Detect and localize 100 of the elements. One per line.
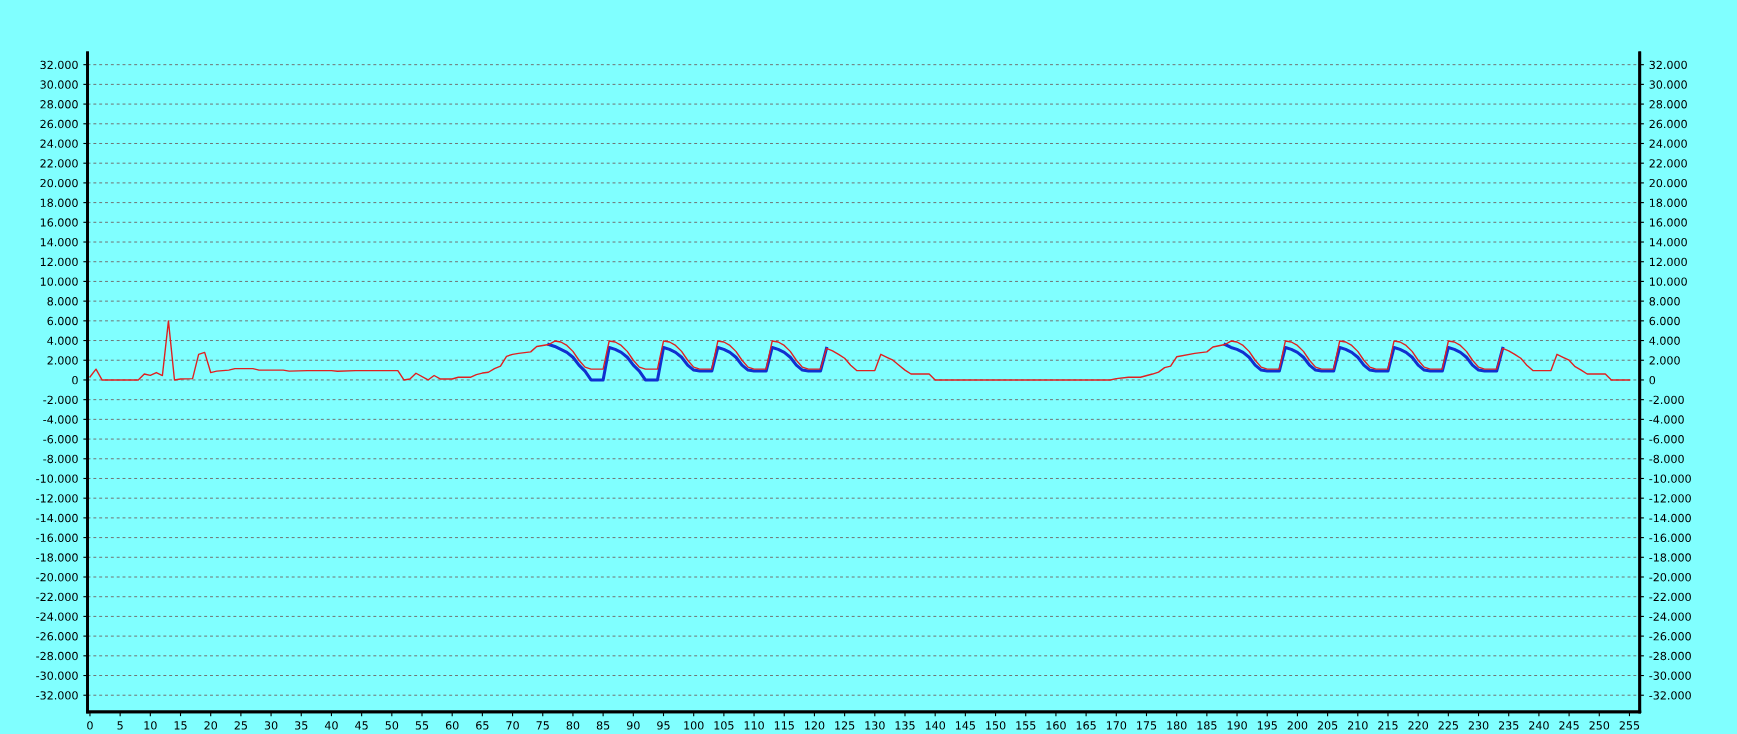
x-tick-label: 195 [1257,721,1277,730]
y-tick-label: -16.000 [36,533,78,542]
y-tick-label: -20.000 [36,572,78,582]
x-tick-label: 80 [566,721,580,730]
y2-tick-label: -20.000 [1649,572,1691,582]
x-tick-label: 105 [714,721,734,730]
x-tick-label: 125 [835,721,855,730]
y-tick-label: 14.000 [40,237,78,247]
y-tick-label: -6.000 [43,435,78,444]
x-tick-label: 180 [1167,721,1187,730]
x-tick-label: 45 [355,721,368,730]
y-tick-label: -24.000 [36,612,78,621]
x-tick-label: 60 [445,721,459,730]
y-tick-label: 4.000 [47,336,78,345]
y2-tick-label: -22.000 [1649,592,1691,602]
x-tick-label: 220 [1408,721,1429,730]
y2-tick-label: -32.000 [1649,691,1691,700]
x-tick-label: 190 [1227,721,1247,730]
y-tick-label: -22.000 [36,592,78,602]
x-tick-label: 130 [865,721,885,730]
y-tick-label: 20.000 [40,178,78,188]
x-tick-label: 115 [774,721,794,730]
y2-tick-label: -2.000 [1649,395,1684,405]
y-tick-label: -18.000 [36,553,78,562]
x-tick-label: 225 [1438,721,1458,730]
y-tick-label: 8.000 [47,297,78,306]
y2-tick-label: 18.000 [1649,198,1687,207]
x-tick-label: 10 [144,721,157,730]
y-tick-label: 32.000 [40,60,78,70]
y2-tick-label: -24.000 [1649,612,1691,621]
x-tick-label: 160 [1046,721,1066,730]
y2-tick-label: 14.000 [1649,237,1687,247]
y2-tick-label: 32.000 [1649,60,1687,70]
y2-tick-label: 8.000 [1649,297,1680,306]
y2-tick-label: 26.000 [1649,119,1687,129]
x-tick-label: 30 [264,721,278,730]
y2-tick-label: 30.000 [1649,80,1687,89]
y-tick-label: 12.000 [40,257,78,267]
y2-tick-label: 12.000 [1649,257,1687,267]
x-tick-label: 90 [626,721,640,730]
y2-tick-label: -8.000 [1649,454,1684,464]
y-tick-label: 22.000 [40,159,78,168]
x-tick-label: 165 [1076,721,1096,730]
y-tick-label: -28.000 [36,651,78,661]
y-tick-label: -10.000 [36,474,78,483]
x-tick-label: 0 [87,721,93,730]
x-tick-label: 35 [295,721,308,730]
y2-tick-label: -28.000 [1649,651,1691,661]
y-tick-label: 10.000 [40,277,78,286]
x-tick-label: 55 [415,721,429,730]
y2-tick-label: 28.000 [1649,100,1687,109]
x-tick-label: 170 [1106,721,1127,730]
y2-tick-label: 0 [1649,375,1656,385]
x-tick-label: 85 [596,721,610,730]
y-tick-label: 18.000 [40,198,78,207]
y-tick-label: 30.000 [40,80,78,89]
y2-tick-label: -18.000 [1649,553,1691,562]
x-tick-label: 250 [1589,721,1610,730]
x-tick-label: 25 [234,721,247,730]
x-tick-label: 40 [324,721,338,730]
x-tick-label: 135 [895,721,915,730]
x-tick-label: 205 [1317,721,1338,730]
x-tick-label: 70 [506,721,519,730]
y2-tick-label: -26.000 [1649,632,1691,641]
y2-tick-label: -4.000 [1649,415,1684,424]
x-tick-label: 145 [955,721,975,730]
y-tick-label: 2.000 [47,356,78,365]
x-tick-label: 65 [476,721,489,730]
y2-tick-label: 2.000 [1649,356,1680,365]
y-tick-label: -26.000 [36,632,78,641]
x-tick-label: 50 [385,721,399,730]
x-tick-label: 245 [1559,721,1579,730]
y2-tick-label: -10.000 [1649,474,1691,483]
x-tick-label: 20 [204,721,218,730]
x-tick-label: 210 [1348,721,1368,730]
y2-tick-label: 4.000 [1649,336,1680,345]
y2-tick-label: -16.000 [1649,533,1691,542]
x-tick-label: 155 [1016,721,1036,730]
x-tick-label: 255 [1619,721,1640,730]
y-tick-label: 0 [72,375,78,385]
y-tick-label: -4.000 [43,415,78,424]
x-tick-label: 140 [925,721,946,730]
y2-tick-label: 20.000 [1649,178,1687,188]
x-tick-label: 75 [536,721,549,730]
x-tick-label: 235 [1498,721,1519,730]
x-tick-label: 215 [1378,721,1398,730]
y-tick-label: 6.000 [47,316,78,326]
x-tick-label: 5 [117,721,123,730]
y-tick-label: 26.000 [40,119,78,129]
x-tick-label: 120 [805,721,825,730]
y-tick-label: 24.000 [40,139,78,148]
y-tick-label: -30.000 [36,671,78,680]
x-tick-label: 185 [1197,721,1217,730]
x-tick-label: 110 [744,721,764,730]
y2-tick-label: 16.000 [1649,218,1687,227]
x-tick-label: 100 [684,721,704,730]
x-tick-label: 150 [986,721,1006,730]
y-tick-label: -12.000 [36,494,78,503]
y-tick-label: -14.000 [36,513,78,523]
x-tick-label: 175 [1137,721,1157,730]
